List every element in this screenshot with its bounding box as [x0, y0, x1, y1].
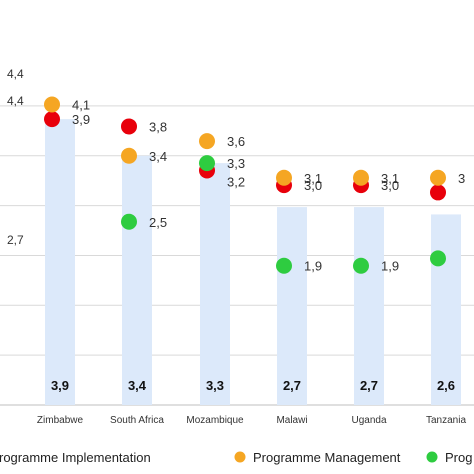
data-point-label: 3,6 — [227, 134, 245, 149]
bar — [122, 155, 152, 405]
data-point-label: 3,9 — [72, 112, 90, 127]
data-point — [430, 184, 446, 201]
data-point-label: 1,9 — [304, 259, 322, 274]
data-point — [276, 169, 292, 186]
category-label: Tanzania — [426, 415, 466, 426]
legend-label: Programme Management — [253, 450, 401, 465]
category-label: Mozambique — [186, 415, 244, 426]
y-tick-label: 4,4 — [7, 94, 24, 108]
data-point — [353, 257, 369, 274]
data-point-label: 3,1 — [304, 171, 322, 186]
legend-label: rogramme Implementation — [0, 450, 151, 465]
category-label: Malawi — [276, 415, 307, 426]
gridlines — [0, 105, 474, 406]
data-point — [430, 169, 446, 186]
data-point-label: 3,8 — [149, 119, 167, 134]
category-labels: Zimbabwe South Africa Mozambique Malawi Ugan… — [37, 415, 467, 426]
data-point — [430, 250, 446, 267]
data-point-label: 3 — [458, 171, 465, 186]
data-point — [353, 169, 369, 186]
data-point-label: 1,9 — [381, 259, 399, 274]
legend-marker — [426, 451, 438, 463]
category-label: Zimbabwe — [37, 415, 84, 426]
bar — [354, 207, 384, 405]
bar — [45, 119, 75, 405]
data-point-label: 4,1 — [72, 97, 90, 112]
legend-marker — [234, 451, 246, 463]
data-point — [276, 257, 292, 274]
bar — [200, 163, 230, 405]
data-point — [121, 213, 137, 230]
bar-value-label: 3,9 — [51, 378, 69, 393]
bar-value-label: 3,4 — [128, 378, 147, 393]
bar-value-label: 2,7 — [283, 378, 301, 393]
bars — [45, 119, 461, 405]
legend: rogramme Implementation Programme Managem… — [0, 450, 472, 465]
y-tick-label: 4,4 — [7, 67, 24, 81]
bar-value-label: 3,3 — [206, 378, 224, 393]
data-points: 3,9 3,8 3,2 3,0 3,0 4,1 3,4 3,6 3,1 3,1 3 2,5 3,3 1,9… — [44, 96, 465, 274]
data-point — [44, 111, 60, 128]
data-point — [199, 133, 215, 150]
data-point-label: 3,4 — [149, 149, 167, 164]
bar-value-label: 2,7 — [360, 378, 378, 393]
data-point — [44, 96, 60, 113]
bar-value-label: 2,6 — [437, 378, 455, 393]
bar — [277, 207, 307, 405]
data-point-label: 3,0 — [304, 178, 322, 193]
data-point — [121, 118, 137, 135]
data-point — [121, 147, 137, 164]
data-point-label: 3,3 — [227, 156, 245, 171]
category-label: South Africa — [110, 415, 164, 426]
bar-value-labels: 3,9 3,4 3,3 2,7 2,7 2,6 — [51, 378, 455, 393]
legend-label: Prog — [445, 450, 472, 465]
bar — [431, 214, 461, 405]
category-label: Uganda — [351, 415, 386, 426]
data-point-label: 3,2 — [227, 174, 245, 189]
data-point-label: 2,5 — [149, 215, 167, 230]
data-point-label: 3,1 — [381, 171, 399, 186]
data-point — [199, 155, 215, 172]
y-tick-labels: 4,4 4,4 2,7 — [7, 67, 24, 247]
data-point-label: 3,0 — [381, 178, 399, 193]
y-tick-label: 2,7 — [7, 233, 24, 247]
